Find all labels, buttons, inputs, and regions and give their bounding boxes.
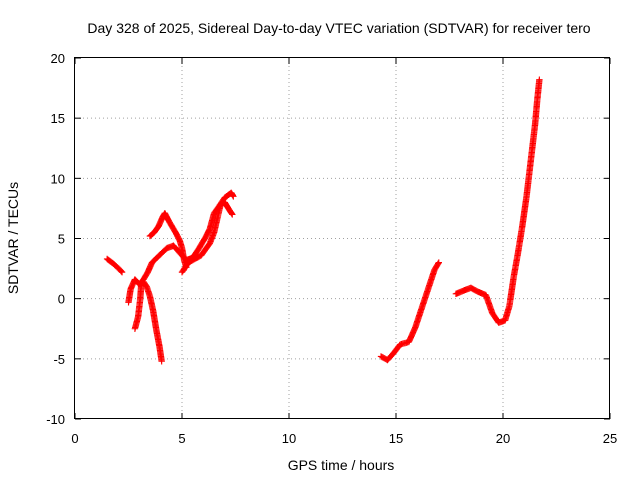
series-segment-g	[452, 76, 543, 326]
data-point	[434, 260, 442, 267]
y-tick-label: 10	[51, 171, 65, 186]
y-tick-label: -10	[46, 412, 65, 427]
series-segment-e	[178, 199, 236, 276]
data-point	[536, 76, 543, 83]
x-tick-label: 25	[603, 431, 617, 446]
chart-title: Day 328 of 2025, Sidereal Day-to-day VTE…	[87, 20, 590, 36]
x-tick-label: 10	[282, 431, 296, 446]
y-tick-label: 5	[58, 232, 65, 247]
data-point	[229, 211, 236, 218]
data-point	[118, 268, 126, 276]
y-tick-label: -5	[53, 352, 65, 367]
x-tick-label: 0	[71, 431, 78, 446]
data-point	[228, 210, 235, 217]
series-segment-c	[131, 278, 165, 365]
y-tick-label: 0	[58, 292, 65, 307]
y-tick-label: 20	[51, 51, 65, 66]
data-point	[435, 259, 442, 266]
x-tick-labels: 0 5 10 15 20 25	[71, 431, 617, 446]
y-tick-label: 15	[51, 111, 65, 126]
x-axis-label: GPS time / hours	[288, 457, 395, 473]
series-segment-f	[377, 259, 442, 364]
x-tick-label: 20	[496, 431, 510, 446]
series-segment-a	[103, 255, 126, 276]
x-tick-label: 5	[178, 431, 185, 446]
plot-frame	[74, 57, 610, 419]
y-tick-labels: -10 -5 0 5 10 15 20	[46, 51, 65, 427]
grid-lines	[75, 58, 610, 419]
data-point	[158, 358, 165, 365]
data-point	[230, 193, 237, 200]
data-points	[103, 76, 543, 365]
y-axis-label: SDTVAR / TECUs	[5, 182, 21, 294]
data-point	[118, 268, 125, 275]
x-tick-label: 15	[389, 431, 403, 446]
